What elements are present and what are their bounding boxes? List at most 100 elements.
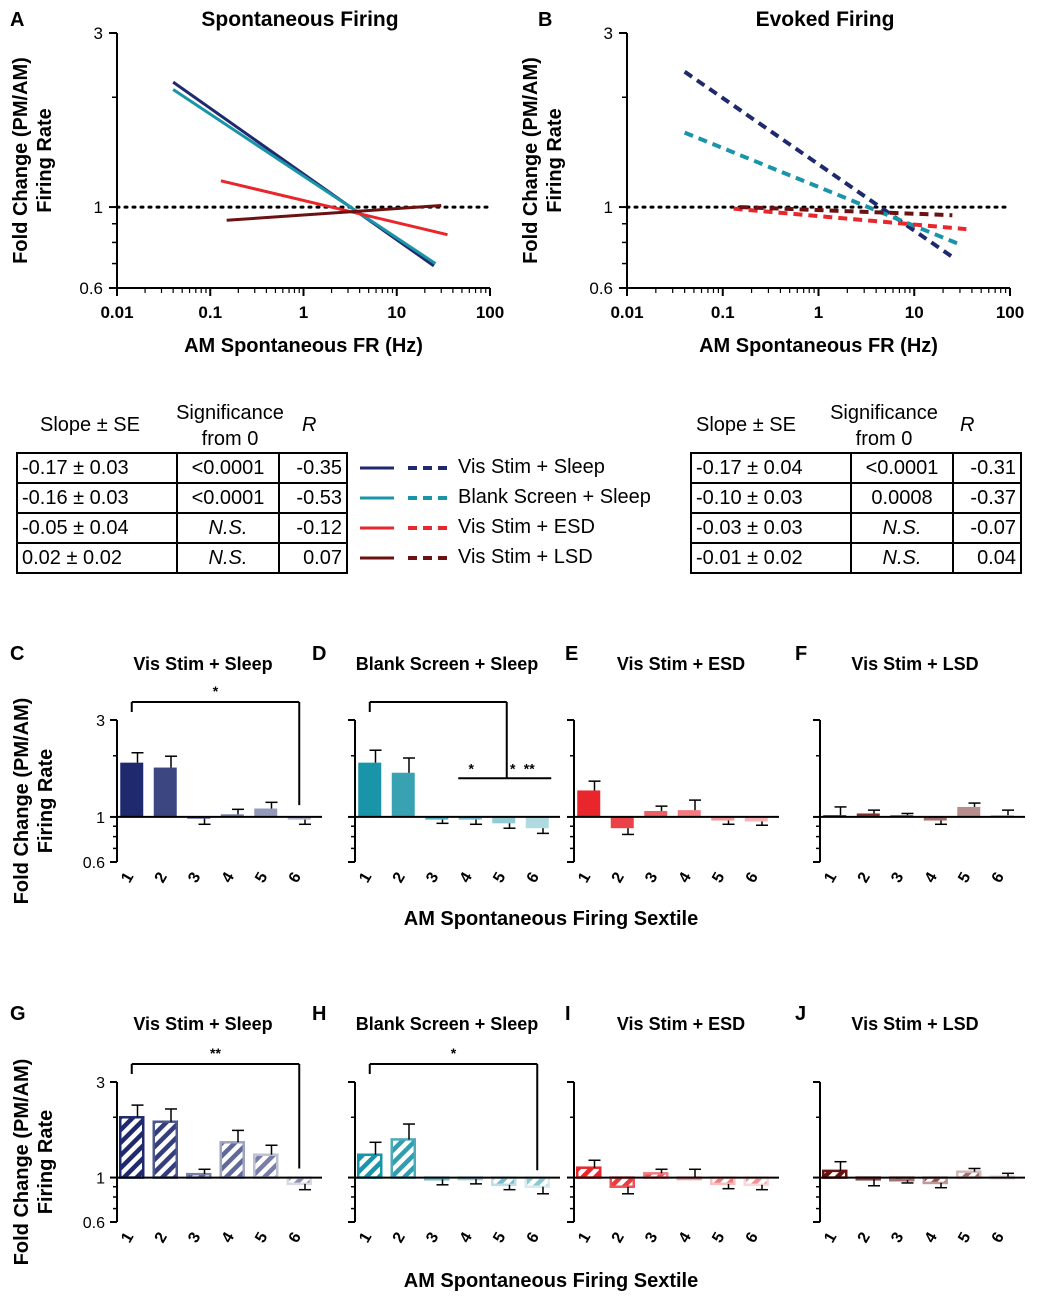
legend-swatch-icon xyxy=(360,556,452,560)
x-tick-label: 6 xyxy=(524,870,543,886)
right-table-header-slope: Slope ± SE xyxy=(696,414,796,436)
x-tick-label: 0.01 xyxy=(610,303,643,322)
x-tick-label: 2 xyxy=(855,1230,874,1246)
x-tick-label: 6 xyxy=(989,1230,1008,1246)
x-tick-label: 3 xyxy=(185,1230,204,1246)
bar-chart-panel-E: E Vis Stim + ESD 1 2 3 4 5 6 xyxy=(565,643,779,886)
x-tick-label: 6 xyxy=(286,870,305,886)
right-table-cell: <0.0001 xyxy=(850,452,954,484)
bar xyxy=(391,772,415,817)
bar-chart-panel-I: I Vis Stim + ESD 1 2 3 4 5 6 xyxy=(565,1003,779,1246)
left-table-cell: N.S. xyxy=(176,542,280,574)
bar-chart-panel-F: F Vis Stim + LSD 1 2 3 4 5 6 xyxy=(795,643,1025,886)
left-table-cell: -0.53 xyxy=(278,482,348,514)
x-tick-label: 1 xyxy=(575,1230,594,1246)
left-table-cell: -0.05 ± 0.04 xyxy=(16,512,178,544)
left-table-header-r: R xyxy=(302,414,317,436)
x-axis-label: AM Spontaneous Firing Sextile xyxy=(404,908,698,930)
x-tick-label: 1 xyxy=(356,1230,375,1246)
x-tick-label: 6 xyxy=(989,870,1008,886)
legend-label: Vis Stim + LSD xyxy=(458,546,593,568)
y-tick-label: 1 xyxy=(96,1171,105,1188)
x-tick-label: 2 xyxy=(390,1230,409,1246)
left-table-header-slope: Slope ± SE xyxy=(40,414,140,436)
left-table-row: -0.05 ± 0.04 N.S. -0.12 xyxy=(16,512,348,544)
right-table-cell: -0.07 xyxy=(952,512,1022,544)
y-axis-label-line1: Fold Change (PM/AM) xyxy=(520,57,542,264)
y-axis-label-line2: Firing Rate xyxy=(35,749,57,853)
y-axis-label-line1: Fold Change (PM/AM) xyxy=(11,1059,33,1266)
left-table-cell: 0.02 ± 0.02 xyxy=(16,542,178,574)
x-tick-label: 3 xyxy=(185,870,204,886)
panel-letter: H xyxy=(312,1003,326,1025)
sig-label: * xyxy=(213,683,219,699)
x-tick-label: 3 xyxy=(423,1230,442,1246)
line-chart-panel-A: A Spontaneous Firing 0.6 1 3 0.01 0.1 1 10 100 AM … xyxy=(10,8,504,357)
x-tick-label: 4 xyxy=(219,1230,238,1246)
x-tick-label: 2 xyxy=(609,1230,628,1246)
chart-title: Vis Stim + LSD xyxy=(851,654,978,674)
x-tick-label: 5 xyxy=(709,870,728,886)
bar xyxy=(576,1166,602,1179)
x-tick-label: 5 xyxy=(955,1230,974,1246)
bar-chart-panel-H: H Blank Screen + Sleep 1 2 3 4 5 6 * xyxy=(312,1003,560,1246)
x-tick-label: 2 xyxy=(855,870,874,886)
y-axis-label-line1: Fold Change (PM/AM) xyxy=(10,57,32,264)
left-table-row: -0.17 ± 0.03 <0.0001 -0.35 xyxy=(16,452,348,484)
x-tick-label: 1 xyxy=(821,870,840,886)
series-line xyxy=(683,130,961,247)
x-tick-label: 4 xyxy=(676,870,695,886)
bar xyxy=(425,816,449,820)
legend-label: Vis Stim + Sleep xyxy=(458,456,605,478)
x-tick-label: 10 xyxy=(387,303,406,322)
sig-label: * xyxy=(510,760,516,776)
x-tick-label: 6 xyxy=(743,870,762,886)
panel-letter: B xyxy=(538,9,552,31)
y-axis-label-line2: Firing Rate xyxy=(34,108,56,212)
bar xyxy=(458,816,482,820)
legend-label: Blank Screen + Sleep xyxy=(458,486,651,508)
panel-letter: E xyxy=(565,643,578,665)
bar xyxy=(491,1176,517,1187)
x-tick-label: 4 xyxy=(676,1230,695,1246)
left-table-cell: -0.12 xyxy=(278,512,348,544)
x-tick-label: 0.1 xyxy=(711,303,735,322)
x-tick-label: 2 xyxy=(152,1230,171,1246)
x-tick-label: 2 xyxy=(152,870,171,886)
x-tick-label: 1 xyxy=(356,870,375,886)
right-table-cell: N.S. xyxy=(850,512,954,544)
y-tick-label: 3 xyxy=(604,24,613,43)
y-tick-label: 0.6 xyxy=(83,855,105,872)
legend-swatch-icon xyxy=(360,466,452,470)
right-table-cell: -0.03 ± 0.03 xyxy=(690,512,852,544)
panel-letter: F xyxy=(795,643,807,665)
right-table-header-significance: Significance from 0 xyxy=(822,400,946,452)
left-table-header-sig-line1: Significance xyxy=(176,402,284,424)
x-tick-label: 4 xyxy=(922,1230,941,1246)
left-table-row: 0.02 ± 0.02 N.S. 0.07 xyxy=(16,542,348,574)
x-axis-label: AM Spontaneous FR (Hz) xyxy=(184,335,423,357)
right-table-row: -0.10 ± 0.03 0.0008 -0.37 xyxy=(690,482,1022,514)
left-table-cell: -0.35 xyxy=(278,452,348,484)
x-tick-label: 1 xyxy=(814,303,823,322)
left-stats-table: -0.17 ± 0.03 <0.0001 -0.35 -0.16 ± 0.03 <0.0… xyxy=(16,452,348,574)
bar xyxy=(492,816,516,824)
bar xyxy=(711,816,735,821)
x-tick-label: 6 xyxy=(743,1230,762,1246)
y-axis-label-line2: Firing Rate xyxy=(544,108,566,212)
bar xyxy=(358,762,382,817)
x-tick-label: 2 xyxy=(609,870,628,886)
panel-letter: A xyxy=(10,9,24,31)
bar xyxy=(525,816,549,829)
x-tick-label: 5 xyxy=(252,870,271,886)
bar xyxy=(390,1138,416,1179)
y-tick-label: 0.6 xyxy=(589,279,613,298)
right-table-cell: -0.10 ± 0.03 xyxy=(690,482,852,514)
left-table-cell: N.S. xyxy=(176,512,280,544)
x-tick-label: 1 xyxy=(118,1230,137,1246)
line-chart-panel-B: B Evoked Firing 0.6 1 3 0.01 0.1 1 10 100 AM Spont… xyxy=(520,8,1024,357)
right-stats-table: -0.17 ± 0.04 <0.0001 -0.31 -0.10 ± 0.03 0.00… xyxy=(690,452,1022,574)
panel-letter: D xyxy=(312,643,326,665)
